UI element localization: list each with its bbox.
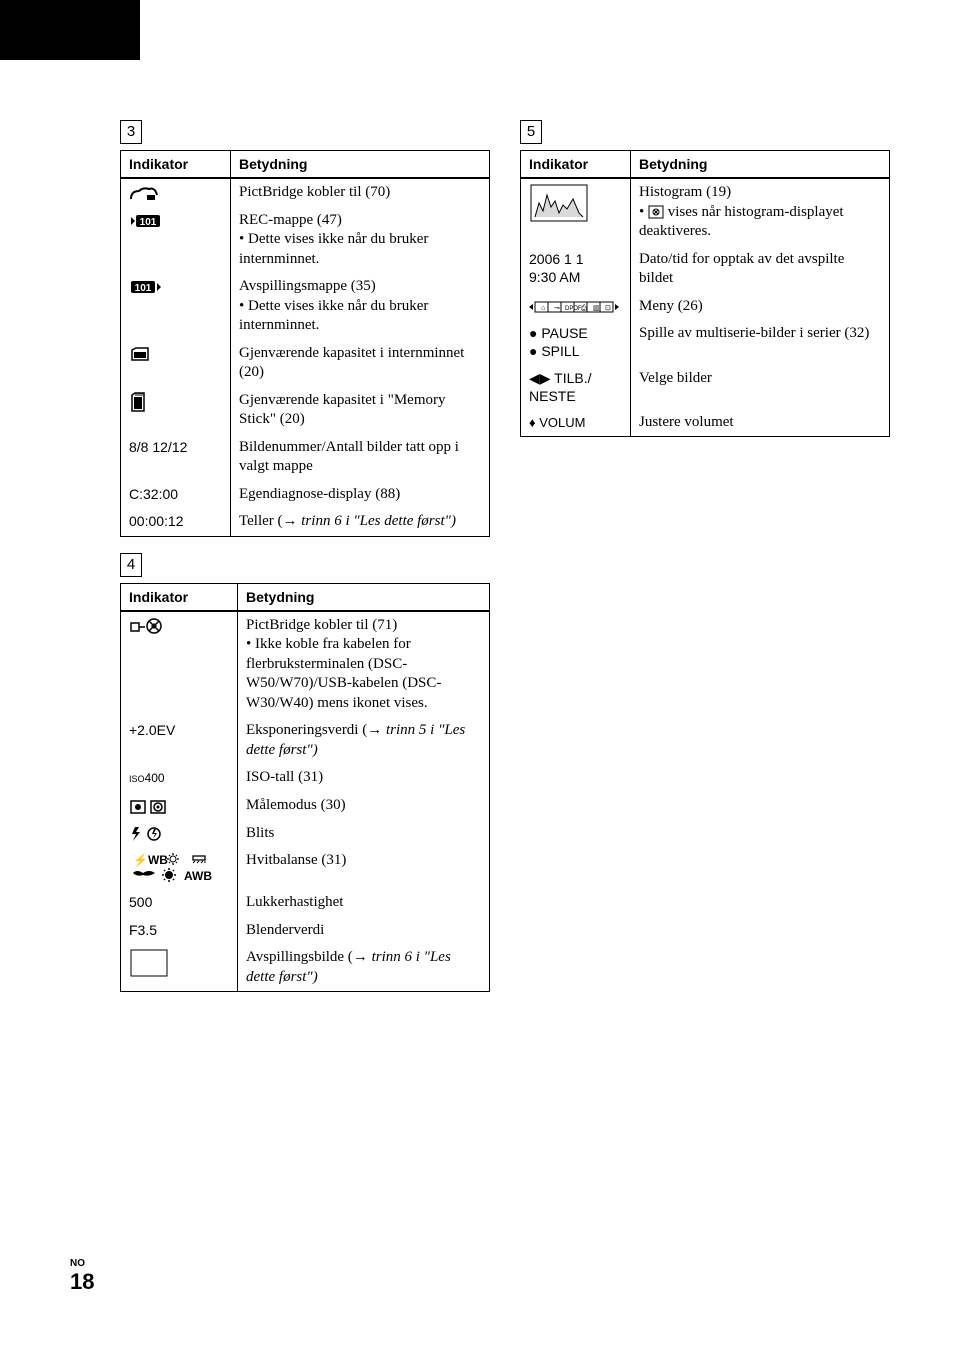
meaning-cell: Eksponeringsverdi (→ trinn 5 i "Les dett…	[238, 717, 490, 764]
svg-text:⎙: ⎙	[581, 305, 587, 312]
meaning-cell: Bildenummer/Antall bilder tatt opp i val…	[231, 434, 490, 481]
indicator-cell: 2006 1 19:30 AM	[521, 246, 631, 293]
table-3: Indikator Betydning PictBridge kobler ti…	[120, 150, 490, 537]
svg-text:AWB: AWB	[184, 869, 212, 883]
meaning-cell: Velge bilder	[631, 365, 890, 409]
meaning-cell: Blenderverdi	[238, 917, 490, 945]
meaning-cell: Meny (26)	[631, 293, 890, 321]
col-header-indikator: Indikator	[121, 583, 238, 611]
indicator-cell: ⌂ ⊸ DPOF⎙ ▥ ⊡	[521, 293, 631, 321]
indicator-cell: 101	[121, 273, 231, 340]
meaning-cell: Hvitbalanse (31)	[238, 847, 490, 889]
meaning-cell: Gjenværende kapasitet i internminnet (20…	[231, 340, 490, 387]
indicator-cell: +2.0EV	[121, 717, 238, 764]
meaning-cell: Spille av multiserie-bilder i serier (32…	[631, 320, 890, 364]
indicator-cell	[121, 792, 238, 820]
meaning-cell: Avspillingsbilde (→ trinn 6 i "Les dette…	[238, 944, 490, 992]
indicator-cell: ⚡WB AWB	[121, 847, 238, 889]
page-footer: NO 18	[70, 1258, 94, 1295]
indicator-cell: 00:00:12	[121, 508, 231, 536]
svg-text:▥: ▥	[593, 305, 600, 312]
svg-text:⊸: ⊸	[554, 305, 560, 312]
table-5: Indikator Betydning Histogram (19) vises…	[520, 150, 890, 437]
indicator-cell: 101	[121, 207, 231, 274]
indicator-cell: 8/8 12/12	[121, 434, 231, 481]
col-header-betydning: Betydning	[631, 151, 890, 179]
indicator-cell: ● PAUSE● SPILL	[521, 320, 631, 364]
svg-text:⌂: ⌂	[541, 305, 545, 312]
svg-text:DPOF: DPOF	[565, 306, 582, 312]
indicator-cell	[121, 820, 238, 848]
meaning-cell: ISO-tall (31)	[238, 764, 490, 792]
indicator-cell: ♦ VOLUM	[521, 409, 631, 437]
meaning-cell: Justere volumet	[631, 409, 890, 437]
indicator-cell	[121, 944, 238, 992]
meaning-cell: Teller (→ trinn 6 i "Les dette først")	[231, 508, 490, 536]
meaning-cell: Avspillingsmappe (35)Dette vises ikke nå…	[231, 273, 490, 340]
indicator-cell	[121, 387, 231, 434]
meaning-cell: PictBridge kobler til (71)Ikke koble fra…	[238, 611, 490, 718]
meaning-cell: Egendiagnose-display (88)	[231, 481, 490, 509]
svg-text:⊡: ⊡	[605, 305, 611, 312]
meaning-cell: REC-mappe (47)Dette vises ikke når du br…	[231, 207, 490, 274]
table-4: Indikator Betydning PictBridge kobler ti…	[120, 583, 490, 993]
indicator-cell	[121, 611, 238, 718]
meaning-cell: Gjenværende kapasitet i "Memory Stick" (…	[231, 387, 490, 434]
indicator-cell: F3.5	[121, 917, 238, 945]
indicator-cell: 500	[121, 889, 238, 917]
section-number-5: 5	[520, 120, 542, 144]
indicator-cell: ISO400	[121, 764, 238, 792]
meaning-cell: Histogram (19) vises når histogram-displ…	[631, 178, 890, 246]
col-header-betydning: Betydning	[238, 583, 490, 611]
indicator-cell: ◀▶ TILB./NESTE	[521, 365, 631, 409]
svg-text:101: 101	[140, 217, 157, 228]
svg-text:⚡WB: ⚡WB	[133, 853, 168, 867]
col-header-indikator: Indikator	[521, 151, 631, 179]
section-number-3: 3	[120, 120, 142, 144]
meaning-cell: Lukkerhastighet	[238, 889, 490, 917]
indicator-cell	[121, 340, 231, 387]
meaning-cell: Målemodus (30)	[238, 792, 490, 820]
meaning-cell: PictBridge kobler til (70)	[231, 178, 490, 207]
col-header-indikator: Indikator	[121, 151, 231, 179]
meaning-cell: Blits	[238, 820, 490, 848]
indicator-cell	[521, 178, 631, 246]
svg-text:101: 101	[135, 283, 152, 294]
section-number-4: 4	[120, 553, 142, 577]
col-header-betydning: Betydning	[231, 151, 490, 179]
indicator-cell	[121, 178, 231, 207]
meaning-cell: Dato/tid for opptak av det avspilte bild…	[631, 246, 890, 293]
indicator-cell: C:32:00	[121, 481, 231, 509]
